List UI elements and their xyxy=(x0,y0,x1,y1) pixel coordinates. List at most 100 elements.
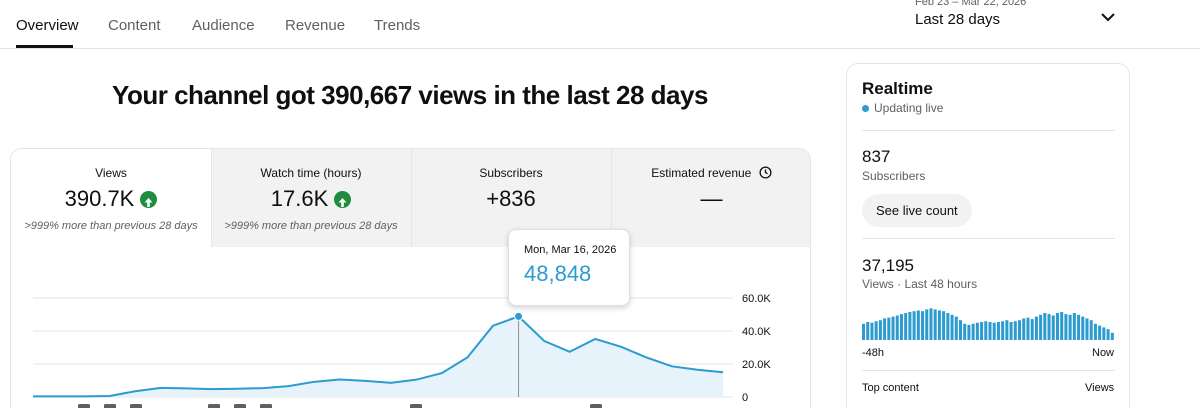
realtime-bar[interactable] xyxy=(1060,311,1064,340)
video-publish-marker[interactable] xyxy=(130,404,142,408)
realtime-bar[interactable] xyxy=(925,309,929,340)
data-point[interactable] xyxy=(337,377,343,383)
tab-revenue[interactable]: Revenue xyxy=(285,17,346,34)
data-point[interactable] xyxy=(158,385,164,391)
chevron-down-icon[interactable] xyxy=(1099,8,1117,26)
realtime-bar[interactable] xyxy=(1047,314,1051,340)
data-point[interactable] xyxy=(490,323,496,329)
tab-trends[interactable]: Trends xyxy=(374,17,421,34)
realtime-bar[interactable] xyxy=(992,322,996,340)
data-point[interactable] xyxy=(618,344,624,350)
data-point[interactable] xyxy=(413,377,419,383)
realtime-bar[interactable] xyxy=(891,316,895,340)
realtime-bar[interactable] xyxy=(1098,325,1102,340)
realtime-bar[interactable] xyxy=(942,311,946,340)
video-publish-marker[interactable] xyxy=(208,404,220,408)
see-live-count-button[interactable]: See live count xyxy=(862,194,972,227)
video-publish-marker[interactable] xyxy=(104,404,116,408)
realtime-bar[interactable] xyxy=(878,320,882,340)
realtime-bar[interactable] xyxy=(1055,313,1059,340)
data-point[interactable] xyxy=(209,386,215,392)
realtime-bar[interactable] xyxy=(984,321,988,340)
date-range-picker[interactable]: Feb 23 – Mar 22, 2026 Last 28 days xyxy=(915,0,1026,28)
data-point[interactable] xyxy=(439,370,445,376)
realtime-bar[interactable] xyxy=(950,314,954,340)
tab-audience[interactable]: Audience xyxy=(192,17,255,34)
data-point[interactable] xyxy=(694,367,700,373)
realtime-bar[interactable] xyxy=(946,313,950,340)
realtime-bar[interactable] xyxy=(980,322,984,340)
realtime-bar[interactable] xyxy=(1018,320,1022,340)
data-point[interactable] xyxy=(567,349,573,355)
video-publish-marker[interactable] xyxy=(590,404,602,408)
realtime-bar[interactable] xyxy=(1081,316,1085,340)
realtime-bar[interactable] xyxy=(1064,314,1068,340)
tab-content[interactable]: Content xyxy=(108,17,161,34)
realtime-bar[interactable] xyxy=(971,323,975,340)
realtime-bar[interactable] xyxy=(954,316,958,340)
realtime-bar[interactable] xyxy=(1009,322,1013,340)
video-publish-marker[interactable] xyxy=(78,404,90,408)
realtime-bar[interactable] xyxy=(996,322,1000,340)
realtime-bar[interactable] xyxy=(1106,329,1110,340)
data-point[interactable] xyxy=(720,369,726,375)
realtime-bar[interactable] xyxy=(1051,315,1055,340)
realtime-bar[interactable] xyxy=(1068,314,1072,340)
metric-tab-estimated-revenue[interactable]: Estimated revenue — xyxy=(611,149,810,247)
realtime-bar[interactable] xyxy=(1102,327,1106,340)
realtime-bar[interactable] xyxy=(929,308,933,340)
realtime-bar[interactable] xyxy=(937,310,941,340)
data-point[interactable] xyxy=(286,383,292,389)
realtime-bar[interactable] xyxy=(1039,314,1043,340)
data-point[interactable] xyxy=(132,388,138,394)
data-point[interactable] xyxy=(541,338,547,344)
realtime-bar[interactable] xyxy=(912,311,916,340)
realtime-bar[interactable] xyxy=(1085,318,1089,340)
realtime-bar[interactable] xyxy=(874,321,878,340)
realtime-bar[interactable] xyxy=(883,318,887,340)
data-point[interactable] xyxy=(362,378,368,384)
realtime-bar[interactable] xyxy=(958,320,962,340)
realtime-bar[interactable] xyxy=(862,323,866,340)
data-point[interactable] xyxy=(260,385,266,391)
realtime-bar[interactable] xyxy=(1072,313,1076,340)
realtime-bar[interactable] xyxy=(1022,318,1026,340)
realtime-bar[interactable] xyxy=(1026,317,1030,340)
realtime-bar[interactable] xyxy=(895,315,899,340)
realtime-bar[interactable] xyxy=(908,311,912,340)
realtime-bar[interactable] xyxy=(1077,314,1081,340)
data-point[interactable] xyxy=(107,393,113,399)
tab-overview[interactable]: Overview xyxy=(16,17,79,34)
data-point[interactable] xyxy=(643,354,649,360)
realtime-bar[interactable] xyxy=(975,322,979,340)
data-point[interactable] xyxy=(592,336,598,342)
data-point[interactable] xyxy=(669,363,675,369)
data-point[interactable] xyxy=(234,386,240,392)
data-point[interactable] xyxy=(311,379,317,385)
data-point[interactable] xyxy=(183,385,189,391)
realtime-bar[interactable] xyxy=(921,311,925,340)
video-publish-marker[interactable] xyxy=(234,404,246,408)
metric-tab-views[interactable]: Views 390.7K >999% more than previous 28… xyxy=(11,149,211,247)
data-point[interactable] xyxy=(81,393,87,399)
realtime-bar[interactable] xyxy=(916,310,920,340)
realtime-bar[interactable] xyxy=(899,314,903,340)
video-publish-marker[interactable] xyxy=(410,404,422,408)
realtime-bar[interactable] xyxy=(1013,321,1017,340)
realtime-bar[interactable] xyxy=(933,309,937,340)
realtime-bar[interactable] xyxy=(887,317,891,340)
realtime-bar[interactable] xyxy=(1030,319,1034,340)
realtime-bar[interactable] xyxy=(1093,323,1097,340)
realtime-bar[interactable] xyxy=(866,322,870,340)
highlighted-point[interactable] xyxy=(514,311,524,321)
data-point[interactable] xyxy=(464,354,470,360)
video-publish-marker[interactable] xyxy=(260,404,272,408)
data-point[interactable] xyxy=(388,380,394,386)
realtime-bar[interactable] xyxy=(1001,321,1005,340)
views-chart[interactable]: 60.0K 40.0K 20.0K 0 xyxy=(11,149,811,408)
realtime-bar[interactable] xyxy=(1043,313,1047,340)
realtime-bar-chart[interactable] xyxy=(862,304,1115,340)
data-point[interactable] xyxy=(56,393,62,399)
realtime-bar[interactable] xyxy=(904,313,908,340)
realtime-bar[interactable] xyxy=(1005,320,1009,340)
